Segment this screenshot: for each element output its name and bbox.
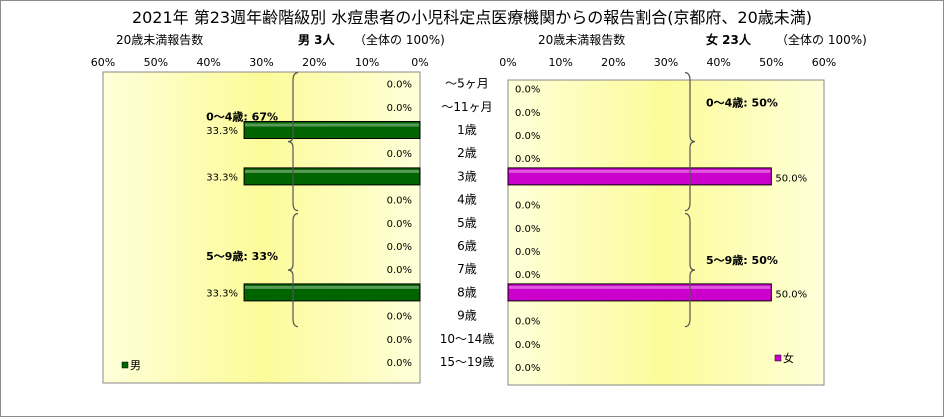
male-data-label: 0.0% <box>387 219 412 230</box>
male-x-tick-label: 20% <box>302 56 326 69</box>
left-header-label: 20歳未満報告数 <box>116 33 204 47</box>
female-annotation-0-4: 0～4歳: 50% <box>706 96 778 110</box>
male-legend-swatch <box>121 361 129 369</box>
female-data-label: 0.0% <box>515 363 540 374</box>
male-x-tick-label: 0% <box>411 56 428 69</box>
category-label: ～5ヶ月 <box>445 77 489 91</box>
female-bar-highlight <box>509 285 771 289</box>
category-label: 3歳 <box>457 169 477 183</box>
male-data-label: 33.3% <box>206 172 238 183</box>
male-annotation-5-9: 5～9歳: 33% <box>206 249 278 263</box>
female-legend-swatch <box>774 354 782 362</box>
male-bar-highlight <box>245 169 419 173</box>
female-plot-area <box>507 79 825 386</box>
male-bar-highlight <box>245 285 419 289</box>
female-data-label: 0.0% <box>515 317 540 328</box>
male-bar-highlight <box>245 123 419 127</box>
female-data-label: 0.0% <box>515 85 540 96</box>
female-data-label: 0.0% <box>515 201 540 212</box>
female-data-label: 0.0% <box>515 154 540 165</box>
female-data-label: 50.0% <box>775 289 807 300</box>
male-x-tick-label: 40% <box>196 56 220 69</box>
female-bar <box>507 167 772 186</box>
male-x-tick-label: 50% <box>144 56 168 69</box>
female-x-tick-label: 50% <box>759 56 783 69</box>
male-annotation-0-4: 0～4歳: 67% <box>206 110 278 124</box>
chart-title: 2021年 第23週年齢階級別 水痘患者の小児科定点医療機関からの報告割合(京都… <box>131 8 813 27</box>
category-label: 10～14歳 <box>440 332 495 346</box>
category-label: 15～19歳 <box>440 355 495 369</box>
female-x-tick-label: 20% <box>601 56 625 69</box>
category-label: 6歳 <box>457 239 477 253</box>
female-data-label: 0.0% <box>515 131 540 142</box>
category-label: 8歳 <box>457 285 477 299</box>
category-label: ～11ヶ月 <box>441 100 492 114</box>
male-data-label: 0.0% <box>387 149 412 160</box>
female-data-label: 0.0% <box>515 270 540 281</box>
category-label: 2歳 <box>457 146 477 160</box>
category-label: 5歳 <box>457 216 477 230</box>
left-header-count: 男 3人 <box>298 33 335 47</box>
male-data-label: 0.0% <box>387 312 412 323</box>
female-x-tick-label: 30% <box>654 56 678 69</box>
female-bar <box>507 283 772 302</box>
male-data-label: 0.0% <box>387 80 412 91</box>
right-header-label: 20歳未満報告数 <box>538 33 626 47</box>
male-data-label: 0.0% <box>387 335 412 346</box>
right-header-total: （全体の 100%) <box>776 33 867 47</box>
female-x-tick-label: 10% <box>548 56 572 69</box>
female-brace-5-9 <box>684 213 696 328</box>
female-bar-highlight <box>509 169 771 173</box>
male-data-label: 0.0% <box>387 242 412 253</box>
male-brace-0-4 <box>287 72 299 212</box>
male-data-label: 0.0% <box>387 196 412 207</box>
female-brace-0-4 <box>684 72 696 212</box>
category-label: 1歳 <box>457 123 477 137</box>
male-bar <box>243 167 421 186</box>
female-data-label: 0.0% <box>515 340 540 351</box>
female-data-label: 0.0% <box>515 247 540 258</box>
category-label: 4歳 <box>457 193 477 207</box>
male-x-tick-label: 30% <box>249 56 273 69</box>
male-data-label: 33.3% <box>206 288 238 299</box>
male-bar <box>243 283 421 302</box>
female-data-label: 50.0% <box>775 173 807 184</box>
female-legend-label: 女 <box>783 351 794 365</box>
male-data-label: 0.0% <box>387 103 412 114</box>
male-bar <box>243 121 421 139</box>
male-data-label: 0.0% <box>387 358 412 369</box>
right-header-count: 女 23人 <box>706 33 751 47</box>
female-data-label: 0.0% <box>515 108 540 119</box>
male-x-tick-label: 60% <box>91 56 115 69</box>
female-annotation-5-9: 5～9歳: 50% <box>706 253 778 267</box>
male-legend-label: 男 <box>130 359 141 372</box>
female-x-tick-label: 0% <box>499 56 516 69</box>
left-header-total: （全体の 100%) <box>354 33 445 47</box>
male-data-label: 33.3% <box>206 126 238 137</box>
male-data-label: 0.0% <box>387 265 412 276</box>
male-brace-5-9 <box>287 213 299 328</box>
female-x-tick-label: 40% <box>706 56 730 69</box>
category-label: 7歳 <box>457 262 477 276</box>
female-x-tick-label: 60% <box>812 56 836 69</box>
male-x-tick-label: 10% <box>355 56 379 69</box>
female-data-label: 0.0% <box>515 224 540 235</box>
category-label: 9歳 <box>457 309 477 323</box>
